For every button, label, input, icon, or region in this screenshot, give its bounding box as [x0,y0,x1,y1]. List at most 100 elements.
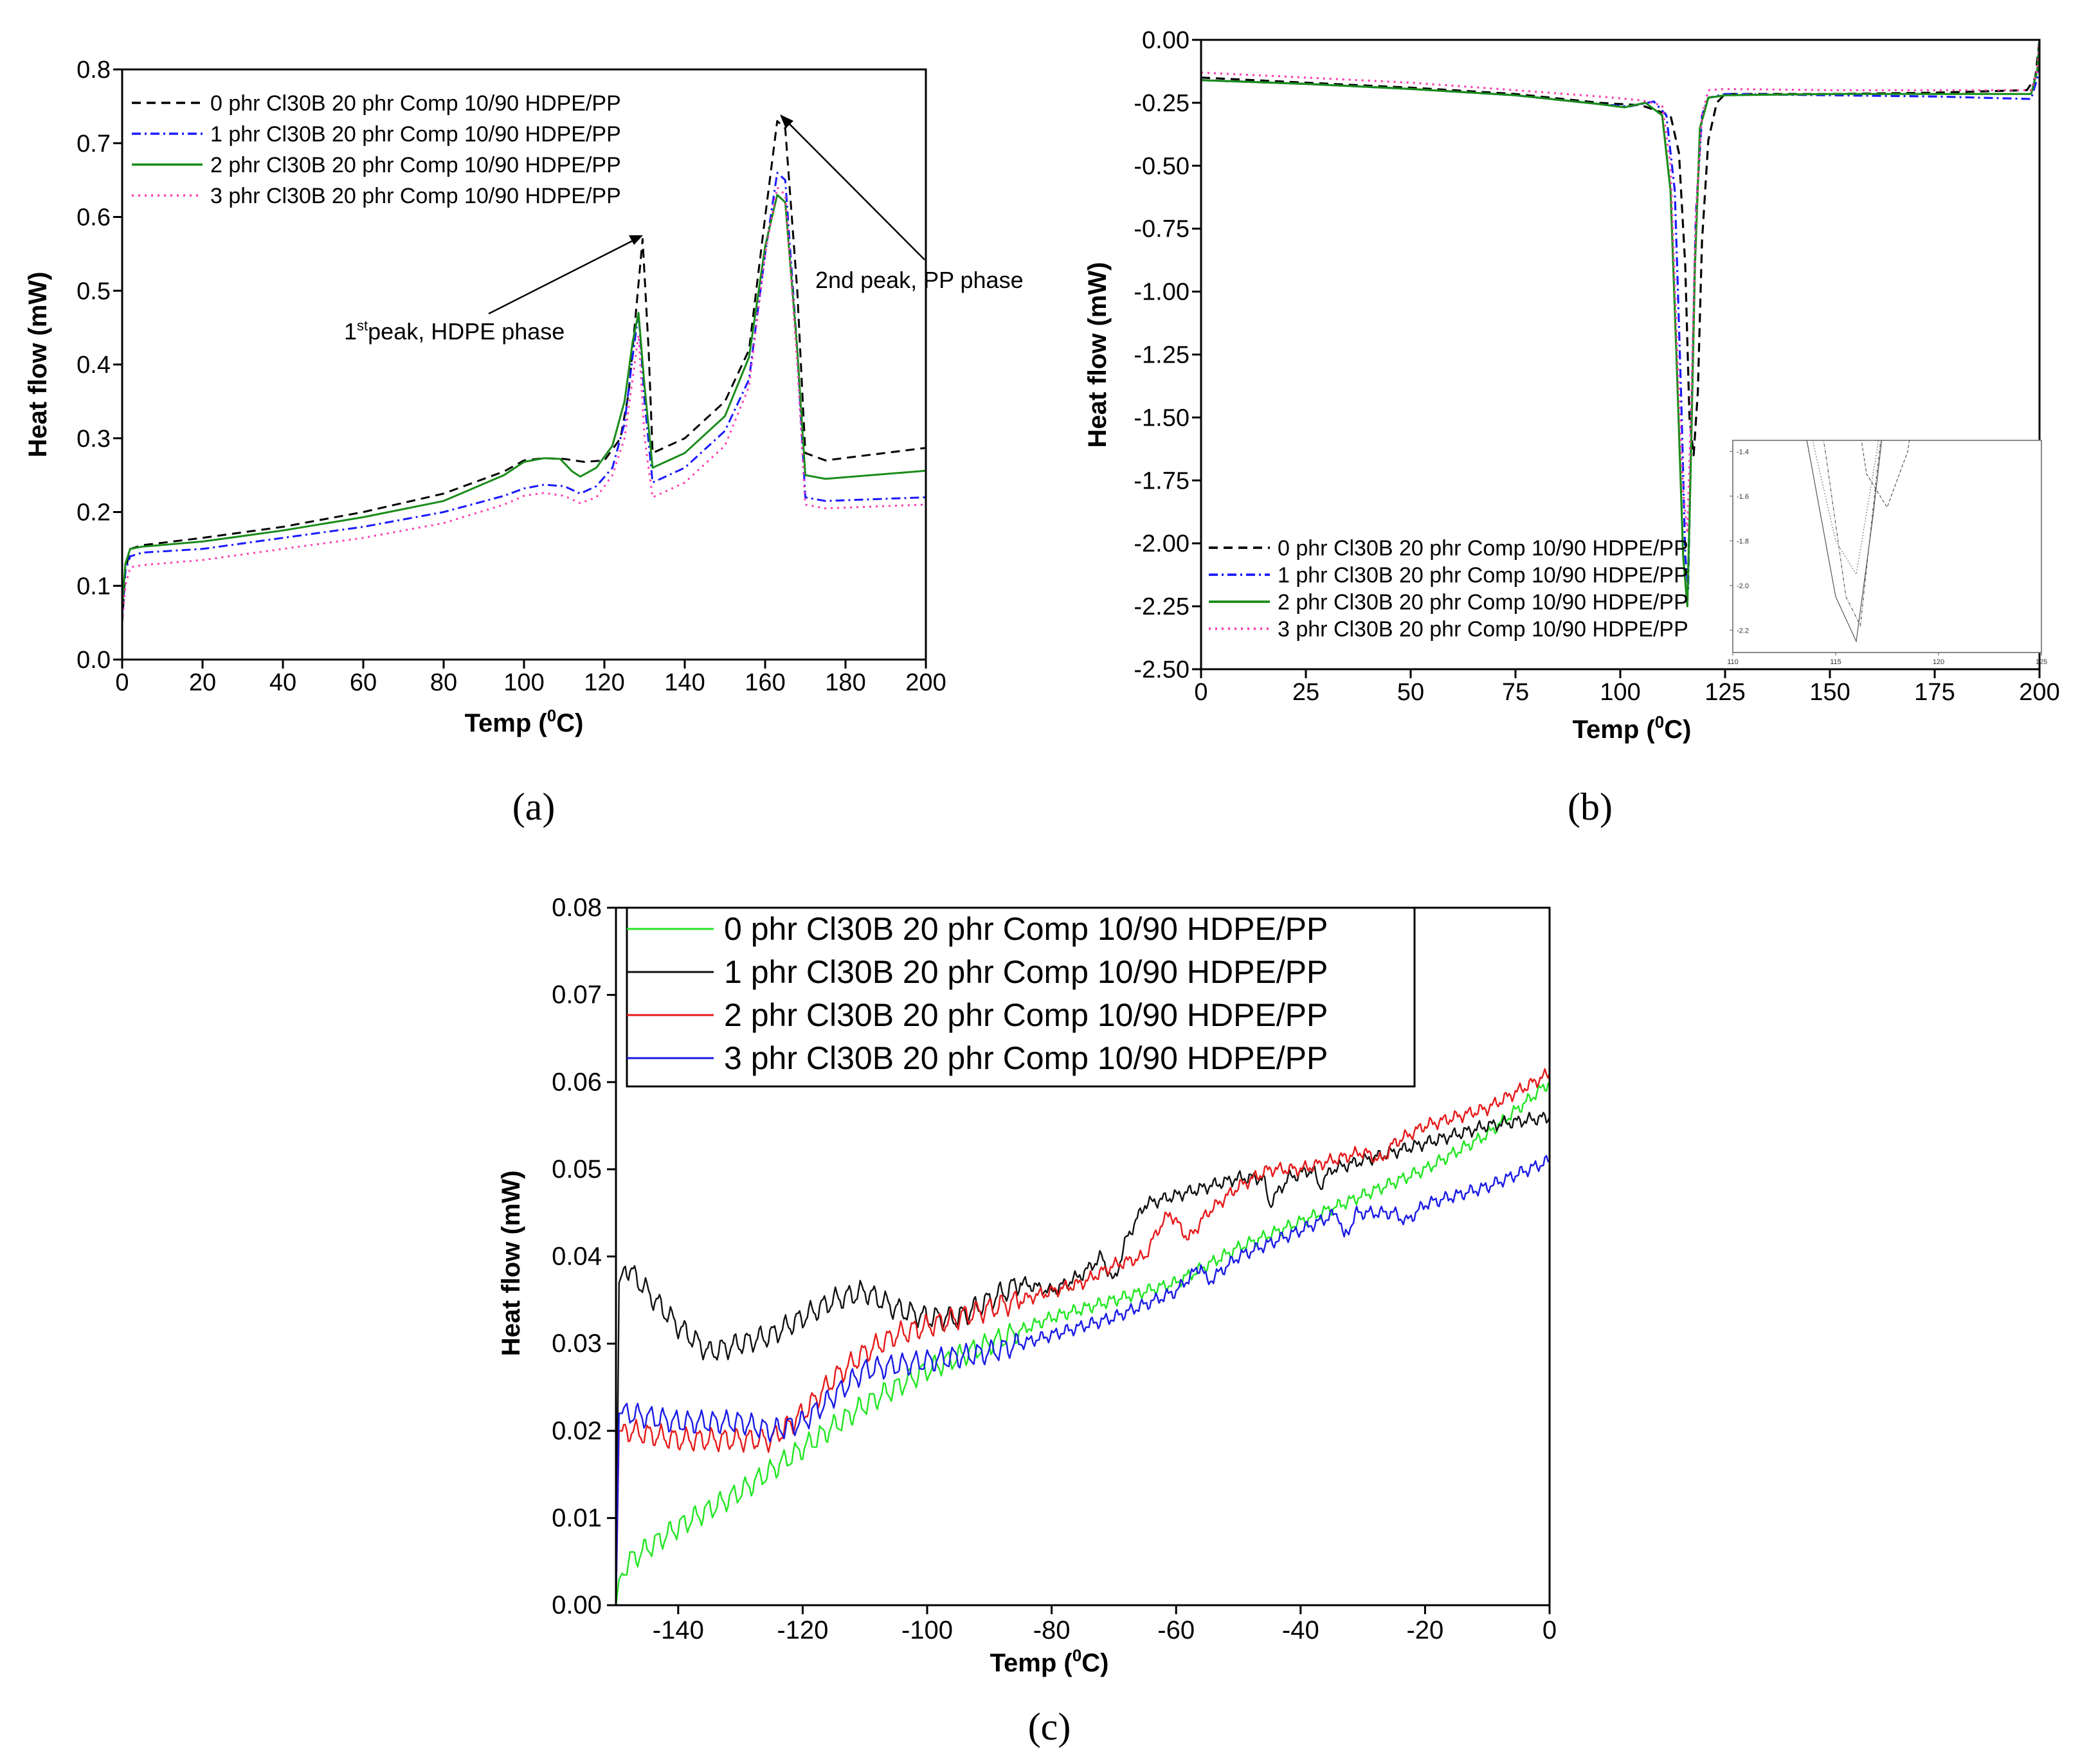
panel-b-chart: 0 25 50 75 100 125 150 175 200 0.00 -0.25 -0.50 -0.… [1083,27,2060,828]
panel-a-legend-label: 0 phr Cl30B 20 phr Comp 10/90 HDPE/PP [210,91,621,116]
panel-a-x-tick-label: 160 [745,669,785,696]
panel-c-y-tick-label: 0.08 [552,894,602,922]
panel-c-y-tick-label: 0.03 [552,1329,602,1358]
svg-text:1stpeak, HDPE phase: 1stpeak, HDPE phase [344,318,565,345]
panel-b-caption: (b) [1568,786,1613,828]
panel-a-y-tick-label: 0.3 [77,426,111,453]
panel-a-y-tick-label: 0.8 [77,57,111,84]
panel-a-x-tick-label: 20 [189,669,216,696]
panel-b-y-axis-label: Heat flow (mW) [1083,262,1112,448]
svg-text:2nd peak, PP phase: 2nd peak, PP phase [815,267,1024,293]
panel-c-chart: -140 -120 -100 -80 -60 -40 -20 0 0.00 0.01 0.02 0.… [497,894,1557,1748]
inset-y-tick-label: -2.0 [1737,582,1749,590]
panel-a-y-tick-label: 0.2 [77,500,111,526]
panel-c-x-tick-label: -120 [777,1616,828,1644]
inset-series-2-line [1806,440,1883,643]
panel-c-legend-label: 2 phr Cl30B 20 phr Comp 10/90 HDPE/PP [724,997,1328,1033]
panel-a-x-tick-label: 120 [584,669,624,696]
panel-c-x-tick-label: -20 [1406,1616,1443,1644]
panel-b-inset-zoom: 110 115 120 125 -1.4 -1.6 -1.8 -2.0 -2.2 [1727,440,2047,666]
panel-c-y-axis-label: Heat flow (mW) [497,1171,525,1356]
panel-c-legend-label: 1 phr Cl30B 20 phr Comp 10/90 HDPE/PP [724,954,1328,990]
panel-c-x-tick-label: -140 [653,1616,704,1644]
panel-a-y-axis-label: Heat flow (mW) [24,272,52,458]
panel-b-y-tick-label: -0.50 [1134,153,1189,180]
panel-a-x-tick-label: 200 [905,669,946,696]
panel-b-y-tick-label: -1.25 [1134,342,1189,369]
panel-b-y-tick-label: -1.00 [1134,279,1189,306]
panel-a-series-2-line [121,194,927,608]
panel-c-x-tick-label: -40 [1282,1616,1319,1644]
inset-y-tick-label: -1.4 [1737,448,1749,456]
panel-a-series-0-line [121,120,927,623]
panel-b-y-tick-label: -0.75 [1134,216,1189,243]
panel-b-series-2-line [1200,39,2041,608]
panel-a-legend-label: 3 phr Cl30B 20 phr Comp 10/90 HDPE/PP [210,184,621,208]
panel-a-y-tick-label: 0.0 [77,647,111,674]
panel-a-annotation-hdpe: 1stpeak, HDPE phase [344,235,643,345]
panel-b-y-tick-label: -1.75 [1134,467,1189,494]
panel-b-x-tick-label: 25 [1292,679,1319,706]
panel-a-x-tick-label: 0 [115,669,129,696]
panel-b-legend-label: 3 phr Cl30B 20 phr Comp 10/90 HDPE/PP [1278,617,1688,642]
panel-a-y-tick-label: 0.5 [77,278,111,305]
panel-b-legend-label: 2 phr Cl30B 20 phr Comp 10/90 HDPE/PP [1278,590,1688,615]
inset-series-0-line [1861,440,1910,509]
inset-series-3-line [1812,440,1879,576]
inset-x-tick-label: 120 [1933,658,1944,666]
panel-b-legend-label: 1 phr Cl30B 20 phr Comp 10/90 HDPE/PP [1278,563,1688,588]
inset-series-1-line [1823,440,1881,627]
panel-c-y-tick-label: 0.04 [552,1243,602,1271]
panel-c-y-tick-label: 0.00 [552,1591,602,1619]
inset-y-tick-label: -1.6 [1737,493,1749,501]
panel-c-caption: (c) [1028,1706,1071,1748]
panel-b-y-tick-label: -2.00 [1134,530,1189,557]
panel-a-annotation-pp: 2nd peak, PP phase [780,114,1024,293]
panel-a-series-1-line [121,172,927,616]
panel-b-y-tick-label: -0.25 [1134,90,1189,117]
panel-c-x-tick-label: -60 [1157,1616,1195,1644]
panel-b-x-tick-label: 0 [1194,679,1207,706]
panel-a-x-tick-label: 180 [825,669,865,696]
panel-c-series-3-line [615,1155,1550,1606]
panel-c-x-tick-label: -100 [901,1616,953,1644]
inset-x-tick-label: 110 [1727,658,1739,666]
inset-y-tick-label: -2.2 [1737,627,1749,634]
panel-c-legend: 0 phr Cl30B 20 phr Comp 10/90 HDPE/PP 1 p… [626,906,1416,1088]
panel-c-y-tick-label: 0.06 [552,1068,602,1096]
panel-a-y-tick-label: 0.6 [77,204,111,231]
panel-c-y-tick-label: 0.02 [552,1417,602,1445]
panel-a-x-tick-label: 80 [430,669,457,696]
panel-c-x-tick-label: 0 [1542,1616,1557,1644]
panel-b-y-tick-label: -2.25 [1134,593,1189,620]
panel-c-y-tick-label: 0.07 [552,981,602,1009]
panel-c-series-0-line [615,1081,1550,1606]
panel-a-y-tick-label: 0.1 [77,573,111,600]
panel-c-legend-box [626,906,1416,1088]
panel-a-legend-label: 2 phr Cl30B 20 phr Comp 10/90 HDPE/PP [210,153,621,177]
panel-a-chart: 0 20 40 60 80 100 120 140 160 180 200 0.0 0.1 0.2 0.3… [24,57,1024,828]
panel-c-x-tick-label: -80 [1033,1616,1071,1644]
panel-c-series-1-line [615,1112,1551,1606]
inset-x-tick-label: 115 [1830,658,1841,666]
panel-a-legend-label: 1 phr Cl30B 20 phr Comp 10/90 HDPE/PP [210,122,621,147]
panel-a-x-axis-label: Temp (0C) [465,706,584,737]
panel-a-series-3-line [121,186,927,623]
panel-b-y-tick-label: -2.50 [1134,656,1189,683]
panel-c-legend-label: 0 phr Cl30B 20 phr Comp 10/90 HDPE/PP [724,911,1328,947]
panel-a-y-tick-label: 0.4 [77,352,111,379]
panel-a-x-tick-label: 100 [503,669,544,696]
panel-c-x-axis-label: Temp (0C) [990,1646,1109,1677]
panel-a-y-tick-label: 0.7 [77,130,111,158]
panel-a-legend: 0 phr Cl30B 20 phr Comp 10/90 HDPE/PP 1 p… [132,91,621,208]
panel-b-legend: 0 phr Cl30B 20 phr Comp 10/90 HDPE/PP1 p… [1209,536,1688,642]
inset-frame [1732,440,2042,653]
panel-a-x-tick-label: 140 [664,669,705,696]
panel-c-legend-label: 3 phr Cl30B 20 phr Comp 10/90 HDPE/PP [724,1040,1328,1076]
panel-b-x-tick-label: 50 [1397,679,1424,706]
panel-b-x-tick-label: 100 [1600,679,1640,706]
panel-a-x-tick-label: 40 [269,669,296,696]
panel-a-caption: (a) [512,786,556,828]
panel-b-x-axis-label: Temp (0C) [1573,712,1692,744]
